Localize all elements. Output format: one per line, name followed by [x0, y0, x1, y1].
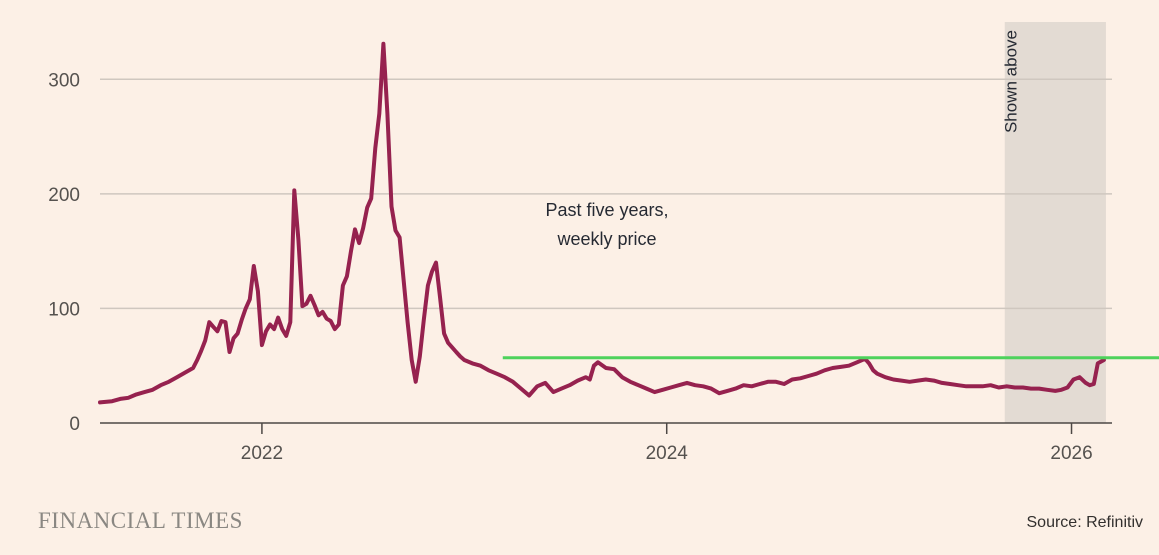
x-tick-label-2022: 2022 — [241, 443, 283, 464]
x-tick-label-2026: 2026 — [1050, 443, 1092, 464]
annotation-line-1: Past five years, — [545, 200, 668, 220]
annotation-line-2: weekly price — [556, 229, 656, 249]
price-line — [98, 41, 1106, 405]
y-tick-label-200: 200 — [48, 185, 80, 206]
y-tick-label-300: 300 — [48, 70, 80, 91]
y-tick-label-0: 0 — [69, 414, 80, 435]
x-tick-label-2024: 2024 — [646, 443, 689, 464]
shaded-region — [1004, 22, 1106, 423]
y-tick-label-100: 100 — [48, 299, 80, 320]
shaded-region-label: Shown above — [1002, 30, 1021, 133]
financial-times-logo: FINANCIAL TIMES — [38, 508, 243, 533]
source-note: Source: Refinitiv — [1026, 514, 1144, 531]
